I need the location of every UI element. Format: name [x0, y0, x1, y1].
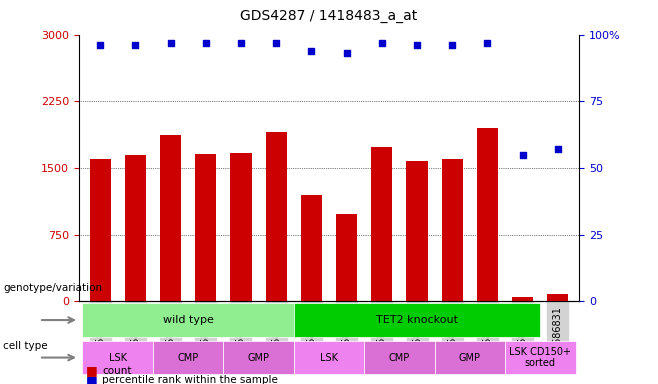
FancyBboxPatch shape	[293, 303, 540, 337]
Text: genotype/variation: genotype/variation	[3, 283, 103, 293]
Text: ■: ■	[86, 364, 97, 377]
Point	[95, 42, 105, 48]
Text: percentile rank within the sample: percentile rank within the sample	[102, 375, 278, 384]
Bar	[547, 294, 569, 301]
Point	[165, 40, 176, 46]
Bar	[160, 135, 181, 301]
Point	[342, 50, 352, 56]
Bar	[442, 159, 463, 301]
Bar	[512, 297, 533, 301]
Bar	[407, 161, 428, 301]
Bar	[266, 132, 287, 301]
Bar	[195, 154, 216, 301]
FancyBboxPatch shape	[82, 303, 293, 337]
FancyBboxPatch shape	[293, 341, 365, 374]
Bar	[230, 153, 251, 301]
Bar	[477, 128, 498, 301]
Text: LSK: LSK	[109, 353, 127, 362]
Text: GDS4287 / 1418483_a_at: GDS4287 / 1418483_a_at	[240, 9, 418, 23]
FancyBboxPatch shape	[365, 341, 435, 374]
Text: TET2 knockout: TET2 knockout	[376, 315, 458, 325]
Bar	[89, 159, 111, 301]
Text: cell type: cell type	[3, 341, 48, 351]
Text: CMP: CMP	[178, 353, 199, 362]
Point	[236, 40, 246, 46]
Text: count: count	[102, 366, 132, 376]
Text: GMP: GMP	[459, 353, 481, 362]
Bar	[371, 147, 392, 301]
Text: LSK: LSK	[320, 353, 338, 362]
Point	[271, 40, 282, 46]
Text: ■: ■	[86, 374, 97, 384]
Point	[306, 48, 316, 54]
Point	[130, 42, 141, 48]
FancyBboxPatch shape	[82, 341, 153, 374]
Point	[201, 40, 211, 46]
Point	[517, 152, 528, 158]
Point	[447, 42, 457, 48]
Point	[412, 42, 422, 48]
FancyBboxPatch shape	[223, 341, 293, 374]
FancyBboxPatch shape	[435, 341, 505, 374]
FancyBboxPatch shape	[153, 341, 223, 374]
Point	[553, 146, 563, 152]
Bar	[125, 156, 146, 301]
Bar	[301, 195, 322, 301]
Text: LSK CD150+
sorted: LSK CD150+ sorted	[509, 347, 571, 368]
Point	[376, 40, 387, 46]
Bar	[336, 214, 357, 301]
FancyBboxPatch shape	[505, 341, 576, 374]
Text: CMP: CMP	[389, 353, 410, 362]
Point	[482, 40, 493, 46]
Text: wild type: wild type	[163, 315, 214, 325]
Text: GMP: GMP	[247, 353, 270, 362]
